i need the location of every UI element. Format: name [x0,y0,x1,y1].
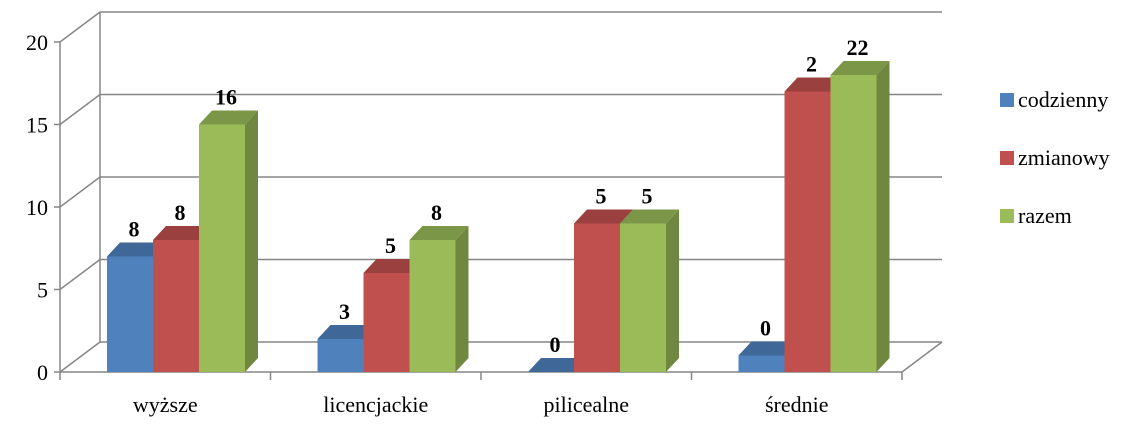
legend: codzienny zmianowy razem [1000,87,1110,228]
legend-label: codzienny [1018,87,1108,112]
data-label: 8 [431,200,442,225]
data-label: 2 [806,52,817,77]
bar-front [199,124,245,372]
data-label: 0 [760,316,771,341]
y-tick-label: 0 [37,360,48,385]
bar-top [574,209,633,224]
bar-codzienny [528,358,587,372]
side-gridline [59,341,101,373]
bar-top [830,61,890,75]
data-label: 5 [596,184,607,209]
bar-front [830,75,877,372]
bar-top [528,358,587,372]
bars [107,61,890,372]
bar-side [245,110,258,372]
y-tick-label: 5 [37,278,48,303]
bar-front [107,256,153,372]
y-tick-label: 15 [26,113,48,138]
legend-swatch [1000,93,1014,107]
bar-front [153,240,199,372]
bar-top [153,226,212,240]
data-label: 16 [215,85,237,110]
bar-front [738,355,785,372]
bar-razem [830,61,890,372]
legend-swatch [1000,151,1014,165]
data-label: 5 [385,233,396,258]
x-tick-label: średnie [765,392,829,417]
bar-top [409,226,469,240]
bar-front [317,339,364,372]
bar-top [107,242,166,257]
bar-side [876,61,890,372]
bar-side [455,226,469,372]
bar-codzienny [738,341,798,372]
data-label: 8 [129,217,140,242]
bar-top [784,77,844,92]
side-gridline [59,258,101,291]
x-tick-label: pilicealne [543,392,629,417]
bar-top [620,209,679,224]
bar-top [199,110,258,125]
legend-label: zmianowy [1018,145,1110,170]
bar-front [620,223,666,372]
bar-top [738,341,798,356]
bar-side [666,209,679,372]
data-label: 3 [339,299,350,324]
legend-swatch [1000,209,1014,223]
legend-label: razem [1018,203,1072,228]
bar-front [409,240,456,372]
bar-front [363,273,410,372]
x-tick-label: licencjackie [323,392,428,417]
data-label: 22 [847,35,869,60]
bar-front [574,223,620,372]
bar-razem [620,209,679,372]
y-tick-label: 10 [26,195,48,220]
side-gridline [59,176,101,208]
bar-razem [199,110,258,372]
side-gridline [59,11,101,43]
x-tick-label: wyższe [133,392,198,417]
data-label: 0 [550,332,561,357]
data-label: 5 [642,184,653,209]
data-labels: 8 3 0 0 8 5 5 2 16 8 5 22 [129,35,869,357]
side-gridline [59,93,101,126]
bar-razem [409,226,469,372]
floor-edge [901,341,943,373]
bar-top [317,325,377,339]
bar-top [363,259,423,273]
bar-front [784,91,831,372]
y-tick-label: 20 [26,30,48,55]
data-label: 8 [175,200,186,225]
